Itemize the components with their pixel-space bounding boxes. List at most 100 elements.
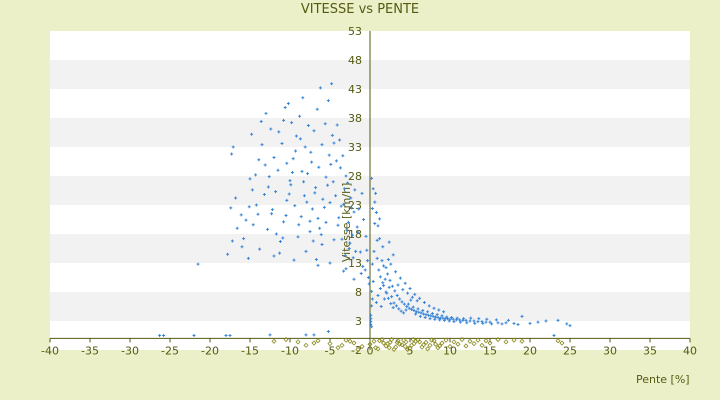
data-point — [366, 276, 370, 279]
data-points — [158, 82, 572, 352]
data-point — [408, 287, 412, 291]
data-point — [242, 237, 246, 241]
data-point — [357, 207, 361, 211]
data-point — [285, 161, 289, 165]
data-point — [407, 306, 411, 310]
data-point — [353, 188, 357, 192]
data-point — [487, 340, 493, 346]
data-point — [405, 305, 409, 308]
data-point — [298, 137, 302, 141]
data-point — [415, 299, 419, 303]
data-point — [324, 175, 328, 179]
data-point — [315, 338, 321, 344]
data-point — [366, 259, 370, 263]
data-point — [269, 127, 273, 131]
data-point — [375, 256, 379, 260]
data-point — [556, 318, 560, 322]
data-point — [480, 320, 484, 324]
y-axis-label: Vitesse [km/h] — [340, 183, 353, 263]
data-point — [344, 267, 348, 271]
data-point — [445, 315, 449, 319]
data-point — [383, 277, 387, 281]
data-point — [500, 322, 504, 326]
x-tick-label: -10 — [281, 344, 299, 357]
data-point — [390, 295, 394, 299]
data-point — [290, 121, 294, 125]
data-point — [335, 123, 339, 127]
data-point — [318, 86, 322, 90]
data-point — [401, 337, 407, 343]
data-point — [424, 313, 428, 317]
data-point — [402, 302, 406, 306]
data-point — [394, 270, 398, 274]
data-point — [433, 341, 439, 347]
data-point — [326, 99, 330, 103]
y-tick-label: 48 — [348, 54, 362, 67]
data-point — [446, 317, 450, 321]
data-point — [371, 280, 375, 284]
data-point — [239, 213, 243, 217]
data-point — [528, 321, 532, 325]
data-point — [536, 320, 540, 324]
data-point — [397, 307, 401, 311]
data-point — [338, 166, 342, 170]
data-point — [292, 258, 296, 262]
data-point — [264, 111, 268, 115]
data-point — [459, 336, 465, 343]
data-point — [377, 338, 383, 344]
data-point — [370, 176, 374, 180]
data-point — [511, 337, 517, 343]
data-point — [565, 322, 569, 326]
data-point — [318, 226, 322, 230]
data-point — [355, 346, 361, 352]
data-point — [381, 281, 385, 285]
data-point — [388, 278, 392, 282]
data-point — [289, 183, 293, 187]
y-tick-label: 53 — [348, 25, 362, 38]
data-point — [350, 206, 354, 210]
data-point — [356, 230, 360, 234]
data-point — [426, 310, 430, 314]
data-point — [343, 253, 347, 257]
data-point — [266, 227, 270, 231]
data-point — [370, 206, 374, 210]
data-point — [387, 285, 391, 289]
x-tick-label: 0 — [367, 344, 374, 357]
data-point — [438, 318, 442, 322]
data-point — [263, 163, 267, 167]
data-point — [229, 206, 233, 210]
data-point — [258, 247, 262, 251]
data-point — [293, 204, 297, 208]
data-point — [158, 334, 162, 337]
data-point — [458, 320, 462, 324]
data-point — [392, 301, 396, 305]
data-point — [302, 194, 306, 198]
y-tick-label: 38 — [348, 112, 362, 125]
data-point — [283, 336, 289, 343]
data-point — [306, 172, 310, 176]
data-point — [370, 262, 374, 266]
data-point — [367, 282, 371, 286]
data-point — [282, 220, 286, 224]
data-point — [414, 312, 418, 316]
x-tick-label: -35 — [81, 344, 99, 357]
data-point — [393, 289, 397, 293]
data-point — [516, 322, 520, 326]
data-point — [381, 245, 385, 249]
x-tick-label: -20 — [201, 344, 219, 357]
data-point — [442, 310, 446, 314]
data-point — [462, 317, 466, 321]
data-point — [382, 284, 386, 288]
data-point — [410, 307, 414, 311]
data-point — [369, 313, 373, 317]
data-point — [461, 318, 465, 322]
data-point — [402, 343, 408, 350]
data-point — [267, 175, 271, 179]
data-point — [376, 293, 380, 297]
data-point — [278, 240, 282, 244]
data-point — [334, 159, 338, 163]
data-point — [451, 317, 455, 321]
data-point — [327, 341, 333, 347]
data-point — [386, 258, 390, 262]
data-point — [363, 268, 367, 272]
